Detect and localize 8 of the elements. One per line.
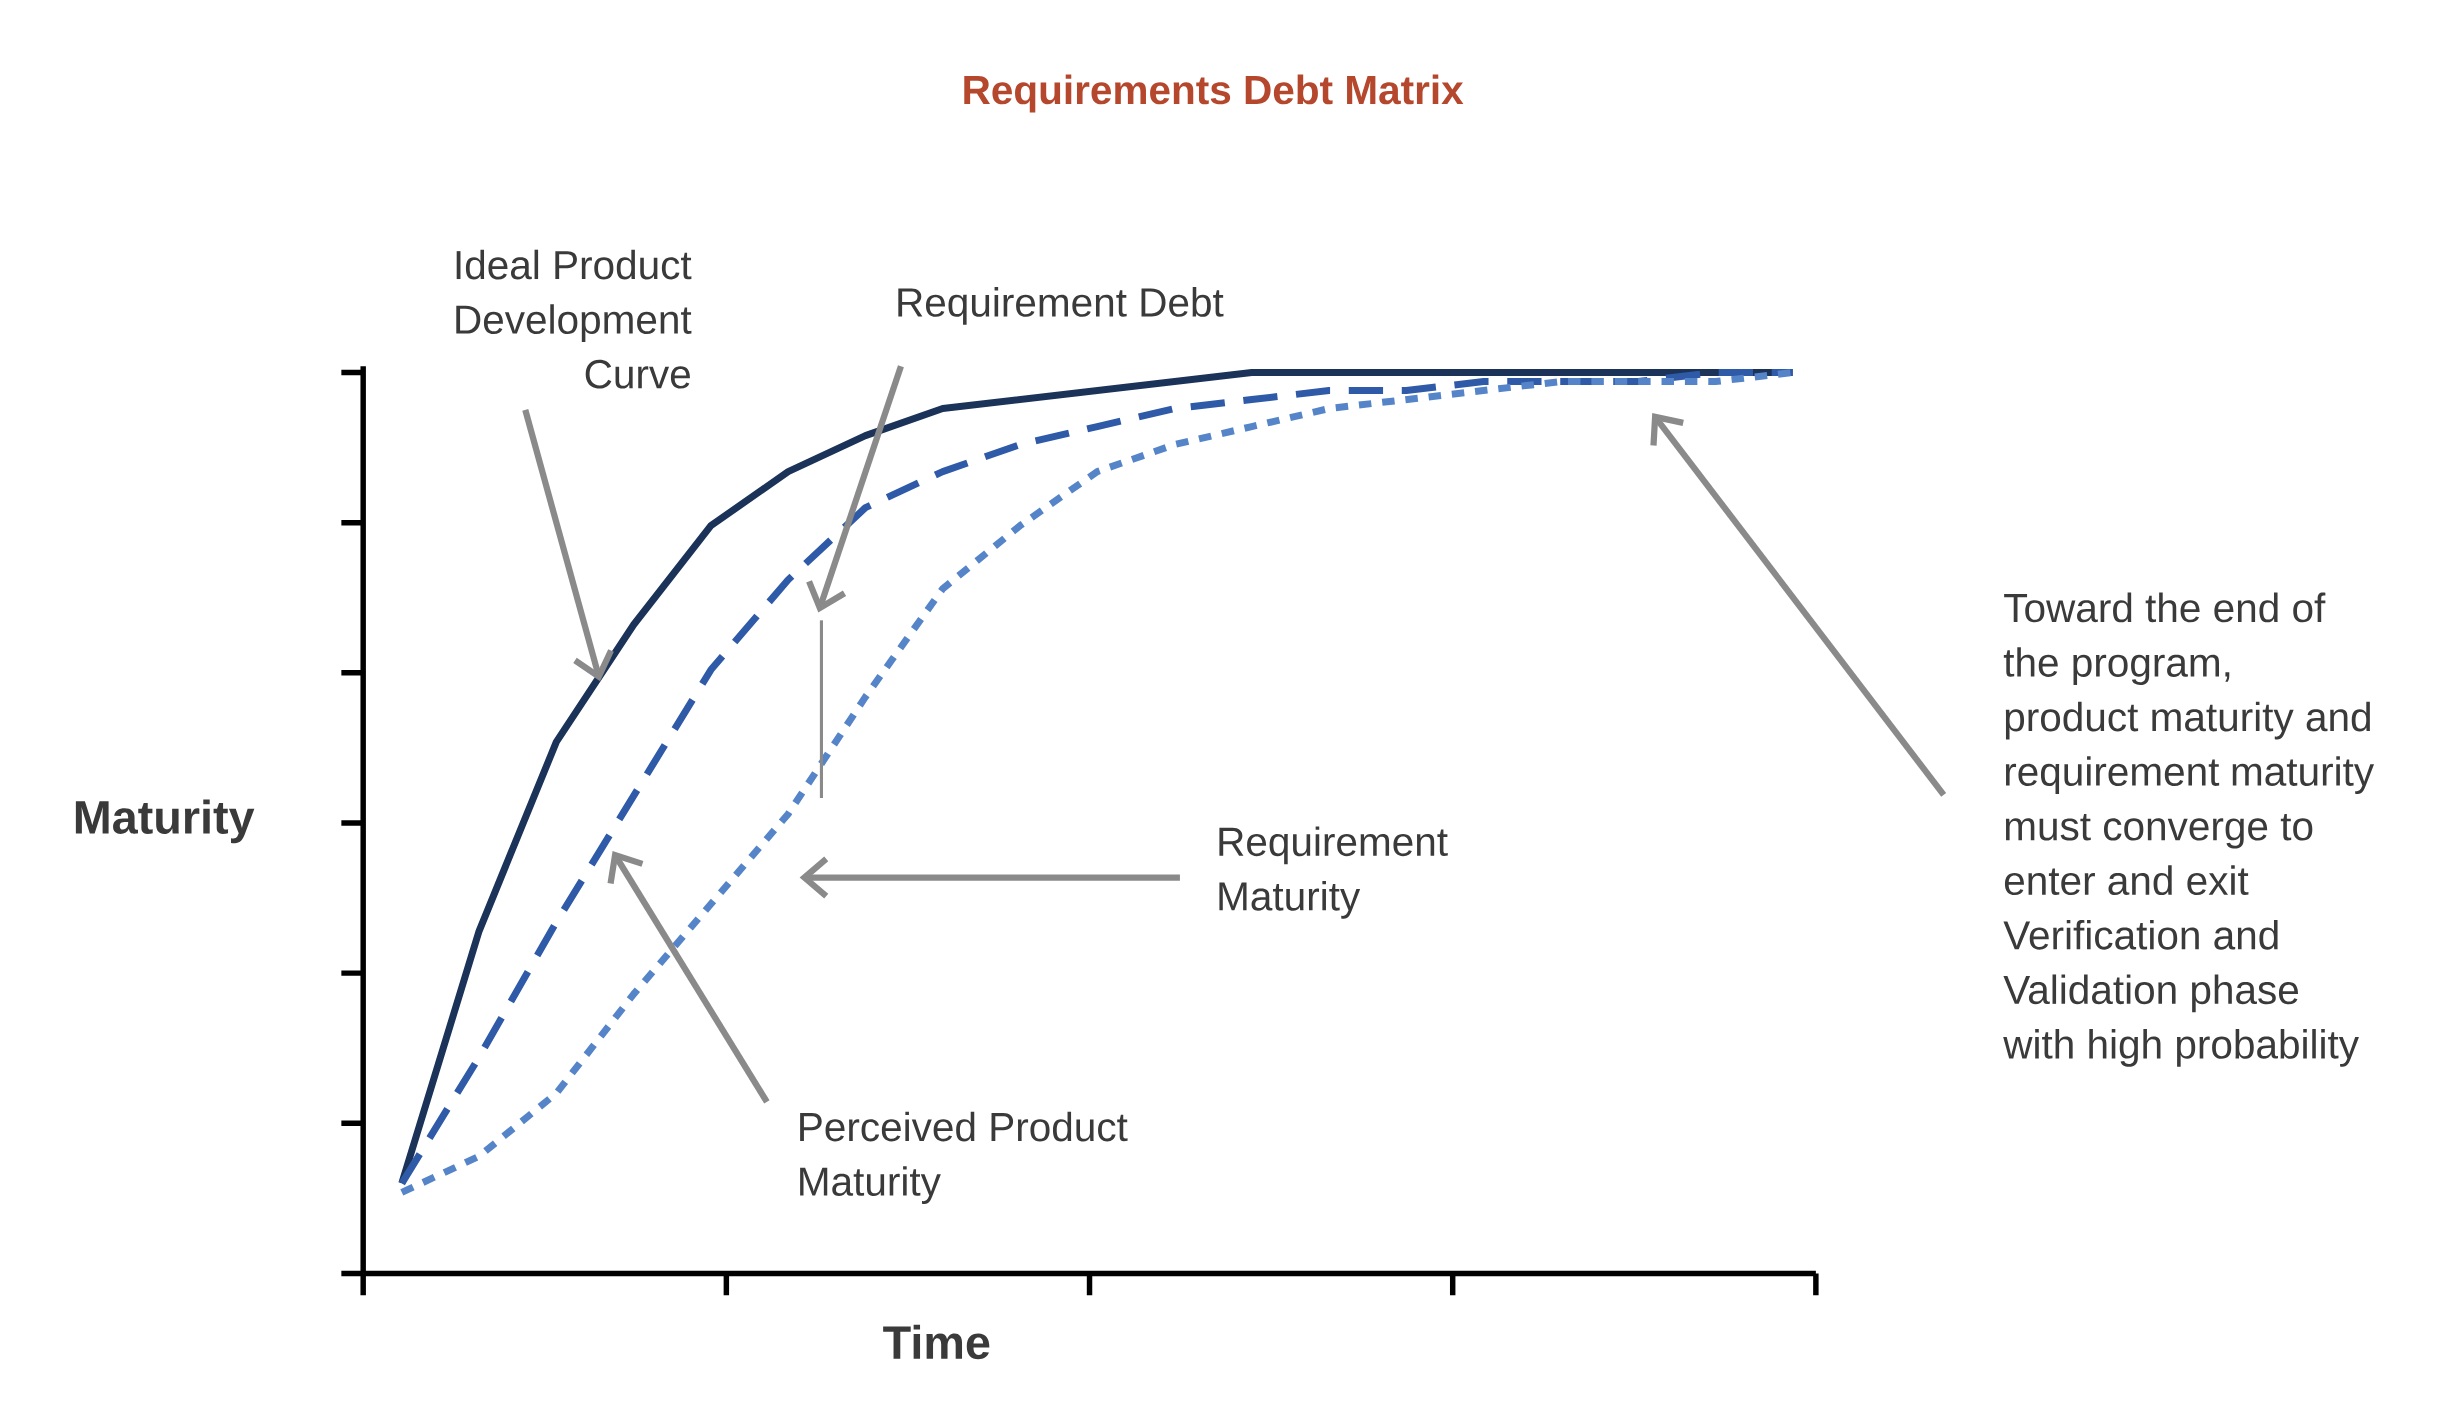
x-axis-title: Time <box>883 1324 990 1360</box>
text: Requirement Debt <box>898 287 1224 325</box>
annotation: Requirement Maturity <box>1219 826 1448 919</box>
text: Toward the end of the program, product maturity and requirement maturity must converge to enter and exit Verification and Validation phase with high probability <box>2003 592 2375 1067</box>
chart-title: Requirements Debt Matrix <box>964 74 1464 113</box>
annotation: Perceived Product Maturity <box>800 1111 1128 1205</box>
annotation: Ideal Product Development Curve <box>456 249 692 389</box>
y-axis-title: Maturity <box>75 799 255 844</box>
